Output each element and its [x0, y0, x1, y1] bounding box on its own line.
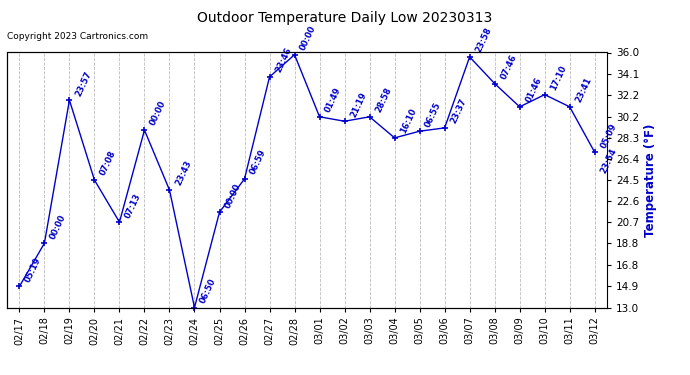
Text: 00:00: 00:00: [224, 182, 243, 209]
Text: 00:00: 00:00: [148, 100, 168, 128]
Text: 05:09: 05:09: [599, 122, 618, 150]
Text: 23:43: 23:43: [174, 159, 193, 187]
Text: Outdoor Temperature Daily Low 20230313: Outdoor Temperature Daily Low 20230313: [197, 11, 493, 25]
Text: 07:13: 07:13: [124, 192, 143, 219]
Text: 01:46: 01:46: [524, 76, 543, 104]
Text: 17:10: 17:10: [549, 64, 569, 92]
Text: Copyright 2023 Cartronics.com: Copyright 2023 Cartronics.com: [7, 32, 148, 41]
Text: 07:08: 07:08: [99, 150, 118, 177]
Text: 06:59: 06:59: [248, 148, 268, 176]
Y-axis label: Temperature (°F): Temperature (°F): [644, 123, 657, 237]
Text: 23:57: 23:57: [74, 69, 93, 98]
Text: 28:58: 28:58: [374, 86, 393, 114]
Text: 01:49: 01:49: [324, 86, 343, 114]
Text: 23:37: 23:37: [448, 97, 468, 125]
Text: 21:19: 21:19: [348, 90, 368, 118]
Text: 23:46: 23:46: [274, 46, 293, 74]
Text: 07:46: 07:46: [499, 53, 518, 81]
Text: 23:54: 23:54: [599, 147, 618, 174]
Text: 06:55: 06:55: [424, 100, 443, 129]
Text: 00:00: 00:00: [299, 24, 318, 52]
Text: 23:41: 23:41: [574, 76, 593, 104]
Text: 23:58: 23:58: [474, 26, 493, 54]
Text: 06:50: 06:50: [199, 277, 218, 305]
Text: 05:19: 05:19: [23, 256, 43, 284]
Text: 00:00: 00:00: [48, 213, 68, 240]
Text: 16:10: 16:10: [399, 107, 418, 135]
